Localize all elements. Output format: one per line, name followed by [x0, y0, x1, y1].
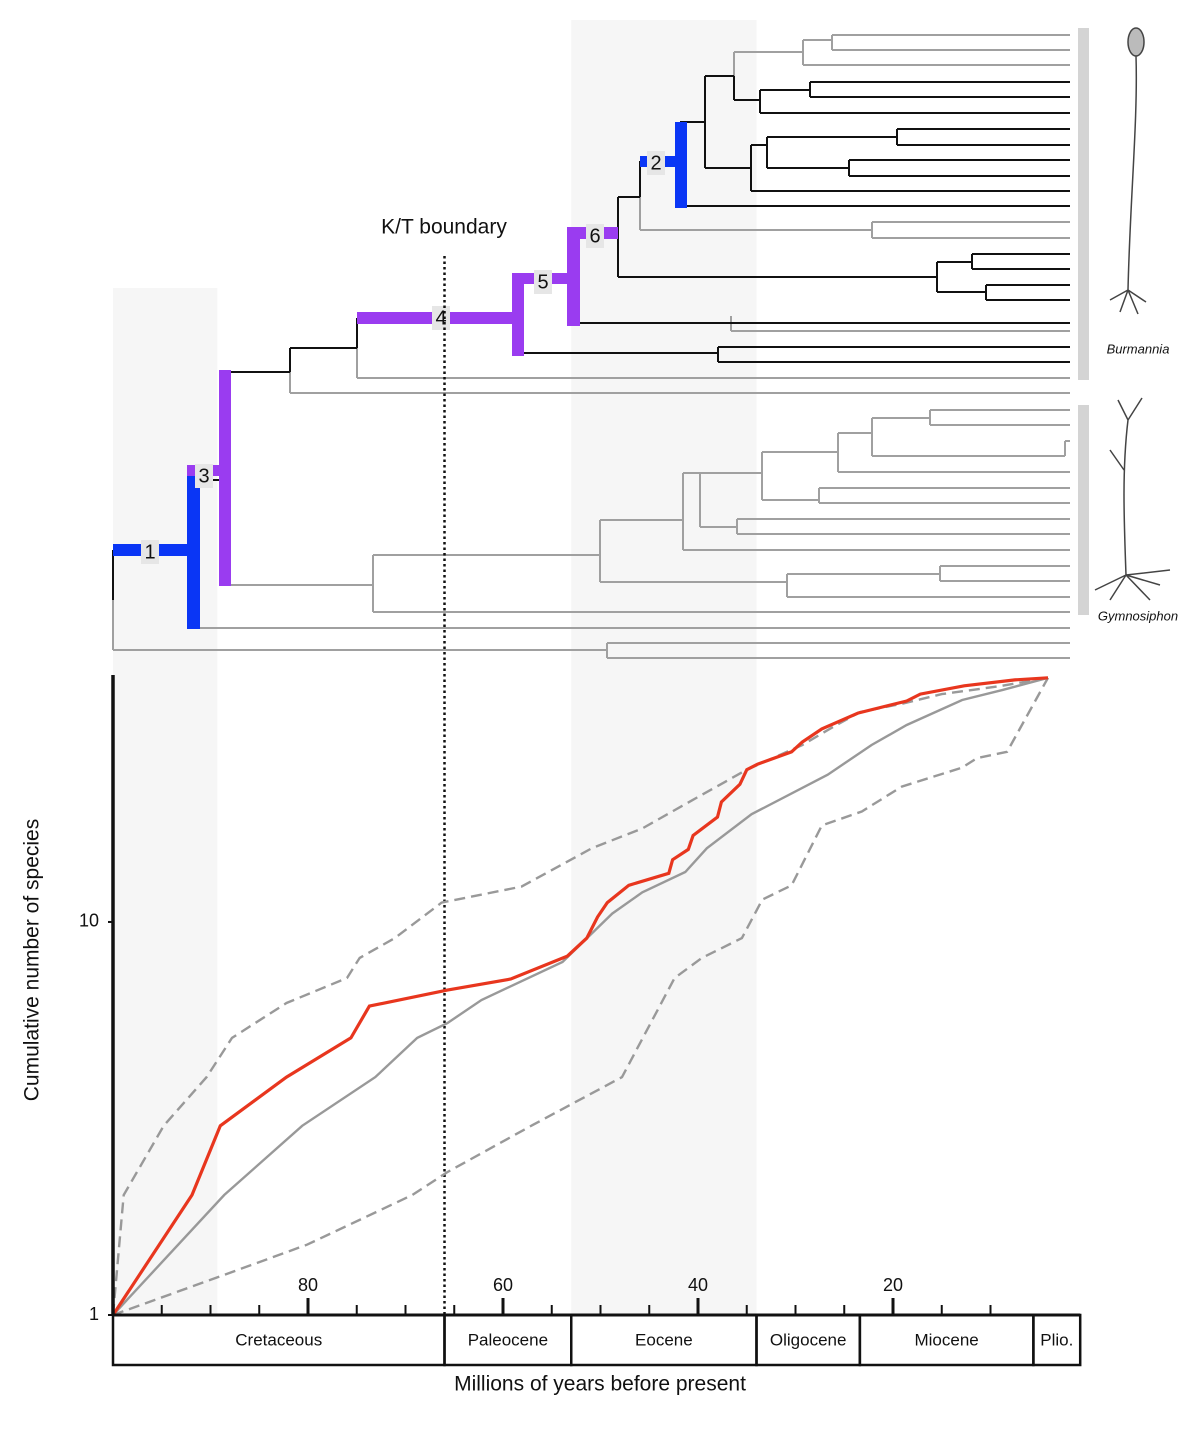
period-box [1032, 1313, 1082, 1367]
series-line [111, 676, 1049, 1316]
node-label: 2 [650, 152, 661, 174]
x-tick-label: 80 [298, 1275, 318, 1295]
x-axis-label: Millions of years before present [454, 1373, 746, 1396]
y-tick-label: 1 [89, 1304, 99, 1324]
clade-label: Burmannia [1107, 341, 1170, 356]
period-label: Paleocene [468, 1330, 548, 1349]
clade-label: Gymnosiphon [1098, 608, 1178, 623]
x-tick-label: 40 [688, 1275, 708, 1295]
node-label-bg [647, 151, 665, 175]
period-label: Plio. [1040, 1330, 1073, 1349]
shaded-interval [571, 20, 757, 1315]
period-label: Cretaceous [235, 1330, 322, 1349]
clade-bar [1078, 405, 1089, 615]
node-label-bg [586, 224, 604, 248]
shaded-interval [113, 288, 218, 1315]
node-label: 4 [435, 307, 446, 329]
chart-layer: K/T boundary Millions of years before pr… [21, 216, 1082, 1396]
node-bar [219, 370, 231, 586]
node-label: 3 [198, 465, 209, 487]
period-label: Miocene [914, 1330, 978, 1349]
phylogeny: 1 2 3 4 5 6 Burmannia Gymnosiphon [112, 27, 1178, 659]
period-label: Oligocene [770, 1330, 847, 1349]
node-label: 1 [144, 541, 155, 563]
series-line [112, 677, 1050, 1317]
clade-bar [1078, 28, 1089, 380]
x-tick-label: 60 [493, 1275, 513, 1295]
node-bar [187, 476, 200, 629]
plant-illustration [1109, 27, 1147, 315]
y-tick-label: 10 [79, 911, 99, 931]
x-tick-label: 20 [883, 1275, 903, 1295]
plant-illustration [1094, 397, 1171, 601]
y-axis-label: Cumulative number of species [21, 819, 44, 1101]
node-bar [567, 228, 580, 326]
background-layer [113, 20, 757, 1315]
node-bar [675, 122, 687, 208]
node-label: 5 [537, 271, 548, 293]
series-line [112, 676, 1049, 1316]
series-line [111, 676, 1049, 1316]
period-label: Eocene [635, 1330, 693, 1349]
node-label-bg [141, 540, 159, 564]
node-label-bg [195, 464, 213, 488]
node-bar [512, 274, 524, 356]
node-label: 6 [589, 225, 600, 247]
kt-label: K/T boundary [381, 216, 507, 239]
node-label-bg [534, 270, 552, 294]
